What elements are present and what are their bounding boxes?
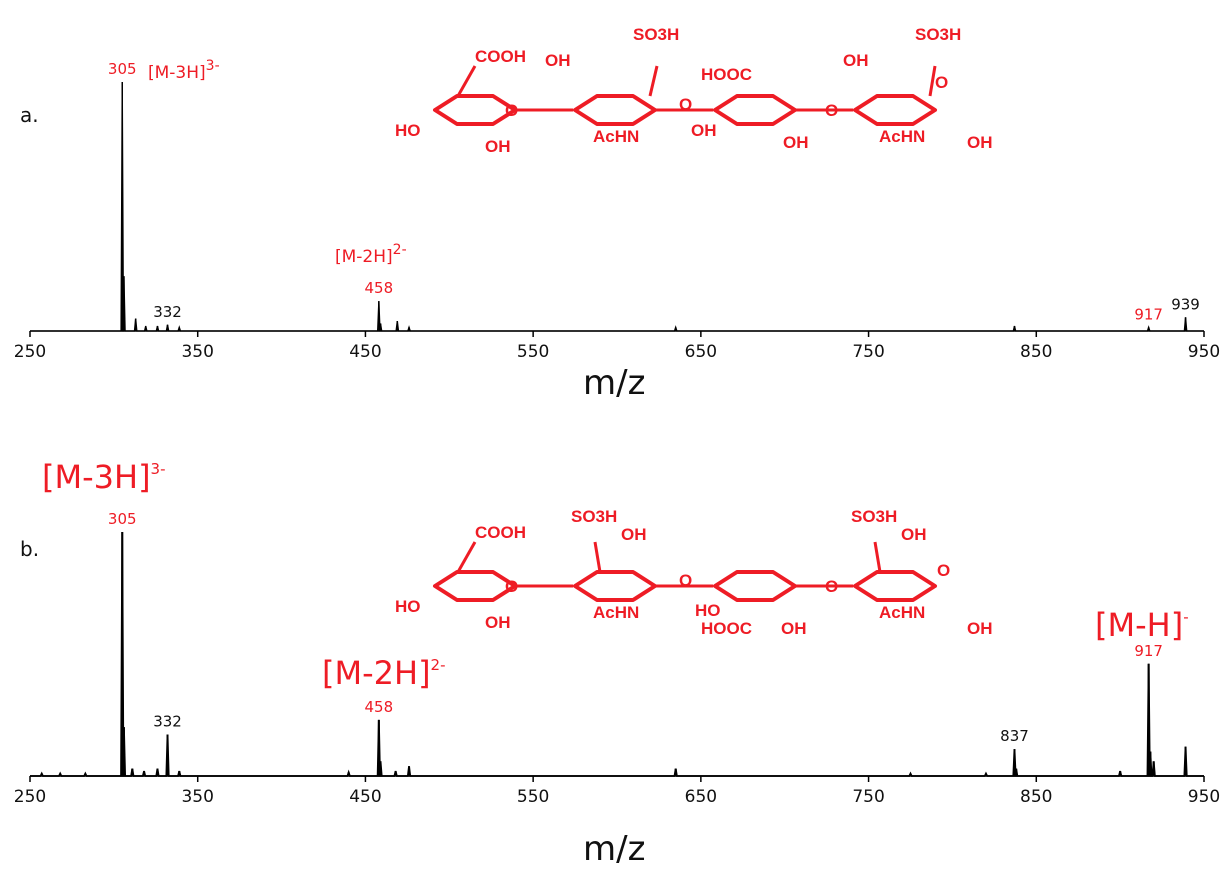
- ring-4: [853, 94, 937, 126]
- svg-text:OH: OH: [691, 121, 717, 140]
- panel-b: b. 250 350 450 550 650 750 850 950 305 332 458 837…: [14, 458, 1220, 869]
- panel-b-x-axis-title: m/z: [583, 829, 645, 869]
- panel-b-peak-label-305: 305: [108, 510, 137, 528]
- panel-b-ion-m2h: [M-2H]2-: [322, 654, 446, 692]
- svg-text:HO: HO: [695, 601, 721, 620]
- svg-text:AcHN: AcHN: [593, 127, 639, 146]
- svg-text:OH: OH: [621, 525, 647, 544]
- svg-text:SO3H: SO3H: [851, 507, 897, 526]
- svg-text:OH: OH: [843, 51, 869, 70]
- panel-b-ion-mh: [M-H]-: [1095, 606, 1189, 644]
- svg-text:O: O: [505, 101, 518, 120]
- svg-text:HOOC: HOOC: [701, 65, 752, 84]
- panel-a-ion-m2h: [M-2H]2-: [335, 242, 407, 267]
- panel-a-peak-label-332: 332: [153, 303, 182, 321]
- panel-b-tick-label: 850: [1020, 787, 1052, 807]
- svg-text:O: O: [679, 571, 692, 590]
- panel-b-peak-label-458: 458: [365, 698, 394, 716]
- panel-a-tick-label: 650: [685, 342, 717, 362]
- svg-text:OH: OH: [901, 525, 927, 544]
- panel-a-peak-label-458: 458: [365, 279, 394, 297]
- svg-text:OH: OH: [967, 133, 993, 152]
- panel-b-tetrasaccharide-structure: COOH SO3H OH HO OH AcHN HOOC OH AcHN OH …: [395, 507, 993, 638]
- panel-b-label: b.: [20, 537, 39, 561]
- ring-3: [713, 94, 797, 126]
- panel-a-tick-label: 350: [181, 342, 213, 362]
- panel-a-label: a.: [20, 103, 39, 127]
- panel-b-tick-label: 350: [181, 787, 213, 807]
- panel-a-tick-label: 550: [517, 342, 549, 362]
- panel-a-peak-label-939: 939: [1171, 295, 1200, 313]
- svg-text:O: O: [825, 101, 838, 120]
- svg-text:OH: OH: [967, 619, 993, 638]
- svg-text:HO: HO: [395, 121, 421, 140]
- panel-a-spectrum-trace: [30, 81, 1204, 332]
- panel-b-ion-m3h: [M-3H]3-: [42, 458, 166, 496]
- svg-text:SO3H: SO3H: [915, 25, 961, 44]
- panel-b-tick-label: 450: [349, 787, 381, 807]
- svg-text:OH: OH: [783, 133, 809, 152]
- ring-2: [573, 94, 657, 126]
- svg-text:AcHN: AcHN: [879, 603, 925, 622]
- panel-a-tick-label: 850: [1020, 342, 1052, 362]
- panel-a-peak-label-305: 305: [108, 60, 137, 78]
- panel-a-tick-label: 450: [349, 342, 381, 362]
- panel-b-peak-label-837: 837: [1000, 727, 1029, 745]
- svg-text:O: O: [679, 95, 692, 114]
- ring-1: [433, 94, 517, 126]
- panel-a-tick-label: 950: [1188, 342, 1220, 362]
- panel-b-tick-label: 550: [517, 787, 549, 807]
- svg-text:O: O: [935, 73, 948, 92]
- panel-a-tick-label: 250: [14, 342, 46, 362]
- panel-a-peaks: 305 332 458 917 939: [108, 60, 1200, 331]
- svg-text:OH: OH: [485, 137, 511, 156]
- panel-a: a. 250 350 450 550 650 750 850 950 305 332 458 917…: [14, 25, 1220, 403]
- svg-text:COOH: COOH: [475, 523, 526, 542]
- panel-b-tick-label: 750: [852, 787, 884, 807]
- panel-a-tetrasaccharide-structure: COOH SO3H OH HOOC HO OH AcHN OH AcHN OH …: [395, 25, 993, 156]
- panel-a-ion-m3h: [M-3H]3-: [148, 58, 220, 83]
- svg-text:OH: OH: [781, 619, 807, 638]
- svg-text:OH: OH: [485, 613, 511, 632]
- panel-a-x-ticks: 250 350 450 550 650 750 850 950: [14, 331, 1220, 362]
- svg-text:HOOC: HOOC: [701, 619, 752, 638]
- svg-text:O: O: [825, 577, 838, 596]
- svg-text:HO: HO: [395, 597, 421, 616]
- panel-b-peak-label-917: 917: [1134, 642, 1163, 660]
- svg-text:O: O: [505, 577, 518, 596]
- panel-b-tick-label: 950: [1188, 787, 1220, 807]
- panel-b-x-ticks: 250 350 450 550 650 750 850 950: [14, 776, 1220, 807]
- svg-text:AcHN: AcHN: [879, 127, 925, 146]
- panel-a-peak-label-917: 917: [1134, 305, 1163, 323]
- svg-text:SO3H: SO3H: [633, 25, 679, 44]
- panel-b-tick-label: 250: [14, 787, 46, 807]
- svg-text:O: O: [937, 561, 950, 580]
- svg-text:OH: OH: [545, 51, 571, 70]
- panel-b-peaks: 305 332 458 837 917: [40, 510, 1187, 776]
- svg-text:AcHN: AcHN: [593, 603, 639, 622]
- svg-text:SO3H: SO3H: [571, 507, 617, 526]
- panel-a-x-axis-title: m/z: [583, 363, 645, 403]
- panel-b-tick-label: 650: [685, 787, 717, 807]
- svg-text:COOH: COOH: [475, 47, 526, 66]
- panel-b-peak-label-332: 332: [153, 713, 182, 731]
- panel-a-tick-label: 750: [852, 342, 884, 362]
